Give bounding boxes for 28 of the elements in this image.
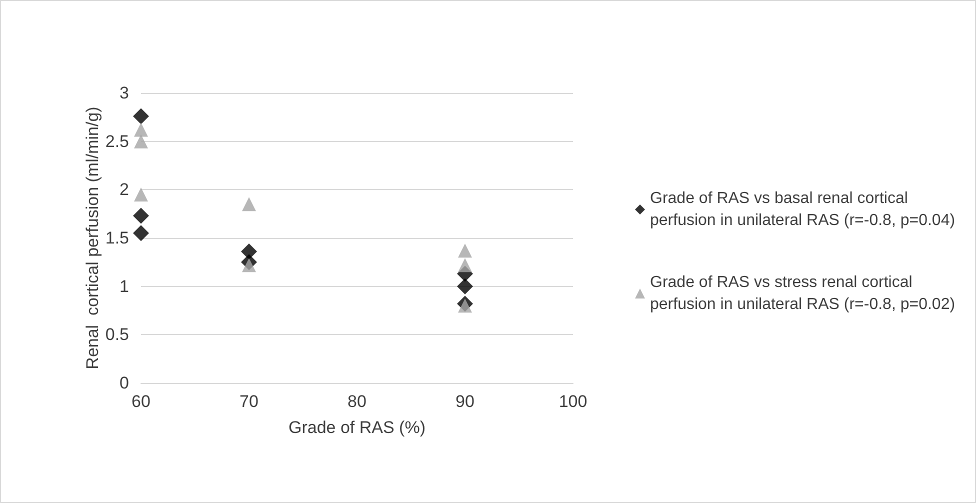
y-tick-label: 1.5	[105, 228, 129, 248]
x-tick-label: 70	[240, 392, 258, 411]
point	[133, 208, 149, 224]
x-tick-label: 90	[456, 392, 474, 411]
x-tick-label: 100	[558, 392, 588, 411]
point	[134, 134, 148, 148]
point	[458, 298, 472, 313]
legend-label: Grade of RAS vs stress renal cortical perfusion in unilateral RAS (r=-0.8, p=0.02)	[650, 274, 956, 313]
x-tick-label: 60	[132, 392, 150, 411]
x-axis-title: Grade of RAS (%)	[288, 418, 426, 437]
y-tick-label: 0.5	[105, 325, 129, 344]
point	[133, 108, 149, 124]
x-tick-label: 80	[348, 392, 366, 411]
point	[134, 122, 148, 137]
y-axis-title: Renal cortical perfusion (ml/min/g)	[83, 106, 102, 370]
point	[242, 197, 256, 212]
y-tick-label: 0	[120, 374, 129, 392]
point	[458, 244, 472, 258]
point	[458, 258, 472, 272]
y-tick-label: 1	[120, 276, 129, 296]
point	[242, 258, 256, 272]
y-tick-label: 3	[120, 84, 129, 102]
legend-label: Grade of RAS vs basal renal cortical perfusion in unilateral RAS (r=-0.8, p=0.04)	[650, 190, 956, 229]
point	[457, 278, 473, 294]
point	[133, 225, 149, 242]
y-tick-label: 2.5	[105, 132, 129, 151]
point	[134, 188, 148, 202]
y-tick-label: 2	[120, 180, 129, 200]
